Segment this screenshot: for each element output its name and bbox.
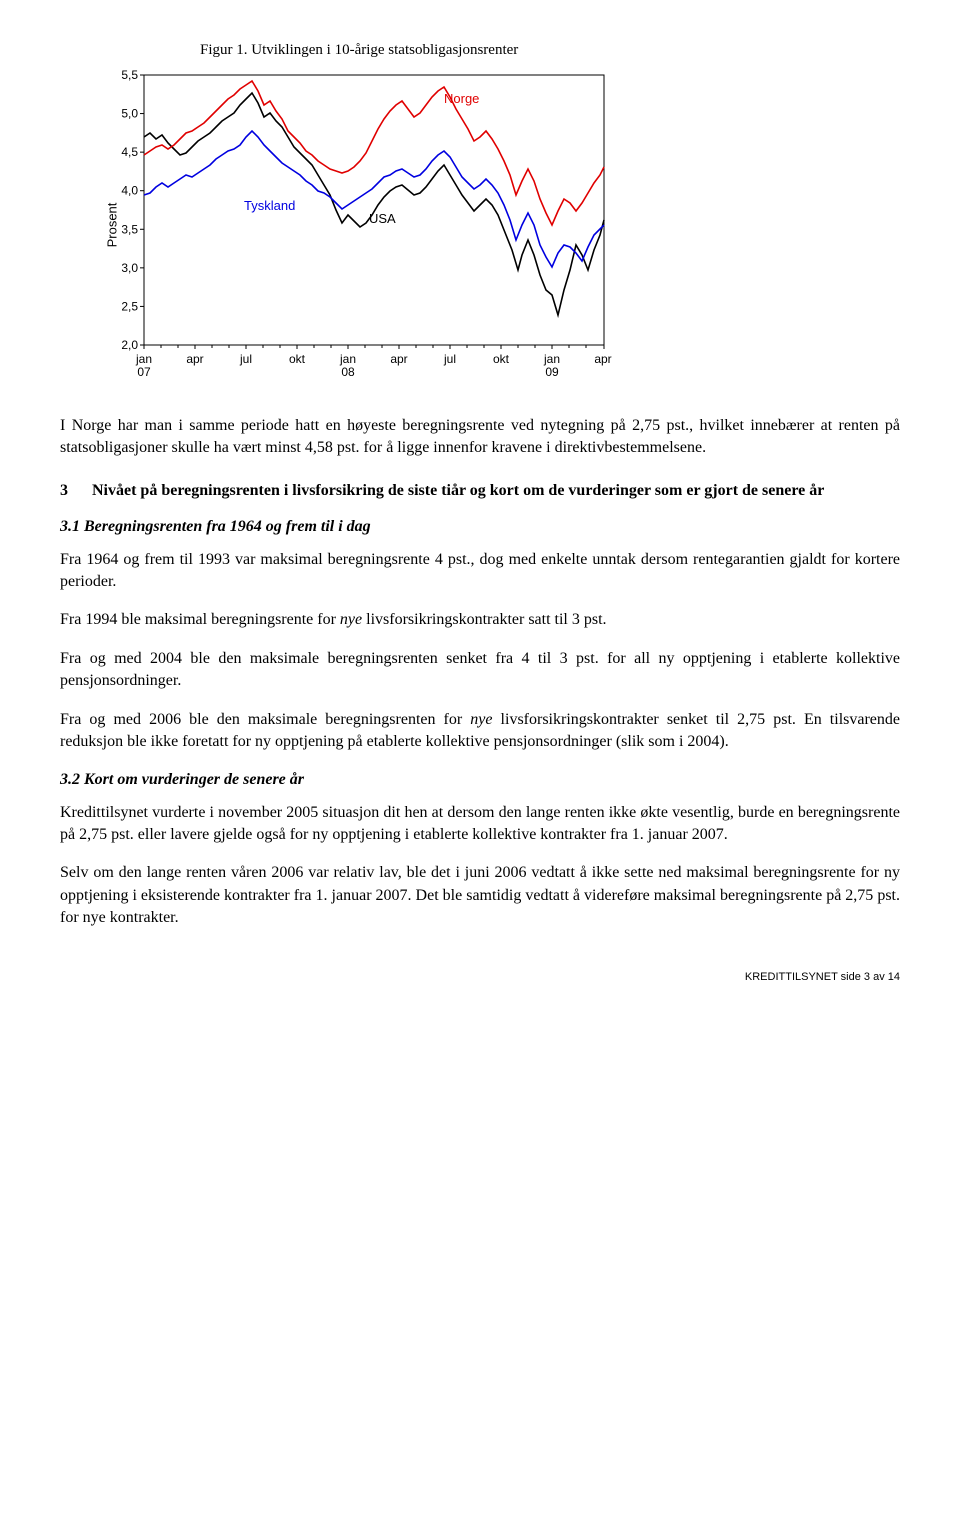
chart-ylabel: Prosent	[103, 203, 121, 248]
svg-text:07: 07	[137, 365, 151, 379]
svg-text:jan: jan	[135, 352, 152, 366]
paragraph-3-1-c: Fra og med 2004 ble den maksimale beregn…	[60, 648, 900, 693]
paragraph-intro: I Norge har man i samme periode hatt en …	[60, 415, 900, 460]
svg-text:apr: apr	[594, 352, 611, 366]
p31b-post: livsforsikringskontrakter satt til 3 pst…	[362, 611, 606, 628]
chart-svg: 5,5 5,0 4,5 4,0 3,5 3,0 2,5 2,0	[100, 65, 620, 385]
section-3-heading: 3 Nivået på beregningsrenten i livsforsi…	[60, 480, 900, 502]
svg-text:apr: apr	[186, 352, 203, 366]
chart-container: Prosent 5,5 5,0 4,5 4,0 3,5 3,0 2,5 2,0	[100, 65, 620, 385]
label-norge: Norge	[444, 91, 479, 106]
label-tyskland: Tyskland	[244, 198, 295, 213]
paragraph-3-1-a: Fra 1964 og frem til 1993 var maksimal b…	[60, 549, 900, 594]
svg-text:4,5: 4,5	[121, 145, 138, 159]
svg-text:08: 08	[341, 365, 355, 379]
svg-text:4,0: 4,0	[121, 184, 138, 198]
svg-text:jul: jul	[239, 352, 252, 366]
subsection-3-2-heading: 3.2 Kort om vurderinger de senere år	[60, 769, 900, 791]
svg-text:jan: jan	[543, 352, 560, 366]
chart-title: Figur 1. Utviklingen i 10-årige statsobl…	[200, 40, 900, 61]
p31d-em: nye	[470, 711, 492, 728]
paragraph-3-1-d: Fra og med 2006 ble den maksimale beregn…	[60, 709, 900, 754]
paragraph-3-1-b: Fra 1994 ble maksimal beregningsrente fo…	[60, 609, 900, 631]
paragraph-3-2-a: Kredittilsynet vurderte i november 2005 …	[60, 802, 900, 847]
paragraph-3-2-b: Selv om den lange renten våren 2006 var …	[60, 862, 900, 929]
svg-text:09: 09	[545, 365, 559, 379]
svg-text:2,5: 2,5	[121, 299, 138, 313]
svg-text:5,5: 5,5	[121, 68, 138, 82]
p31b-em: nye	[340, 611, 362, 628]
svg-text:2,0: 2,0	[121, 338, 138, 352]
svg-text:jan: jan	[339, 352, 356, 366]
label-usa: USA	[369, 211, 396, 226]
page-footer: KREDITTILSYNET side 3 av 14	[60, 970, 900, 985]
svg-text:apr: apr	[390, 352, 407, 366]
svg-text:jul: jul	[443, 352, 456, 366]
subsection-3-1-heading: 3.1 Beregningsrenten fra 1964 og frem ti…	[60, 516, 900, 538]
svg-text:3,0: 3,0	[121, 261, 138, 275]
svg-text:3,5: 3,5	[121, 222, 138, 236]
svg-text:5,0: 5,0	[121, 107, 138, 121]
p31d-pre: Fra og med 2006 ble den maksimale beregn…	[60, 711, 470, 728]
svg-text:okt: okt	[289, 352, 306, 366]
section-3-title: Nivået på beregningsrenten i livsforsikr…	[92, 480, 900, 502]
p31b-pre: Fra 1994 ble maksimal beregningsrente fo…	[60, 611, 340, 628]
svg-text:okt: okt	[493, 352, 510, 366]
section-3-number: 3	[60, 480, 92, 502]
